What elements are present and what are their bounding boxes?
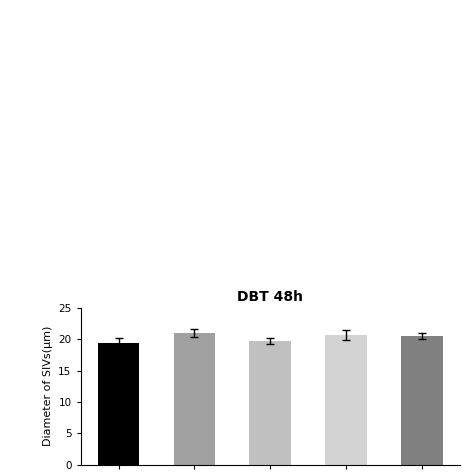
Bar: [173, 333, 215, 465]
Y-axis label: Diameter of SIVs(μm): Diameter of SIVs(μm): [43, 326, 53, 447]
Bar: [401, 336, 443, 465]
Title: DBT 48h: DBT 48h: [237, 290, 303, 304]
Bar: [325, 335, 367, 465]
Bar: [98, 343, 139, 465]
Bar: [249, 341, 291, 465]
